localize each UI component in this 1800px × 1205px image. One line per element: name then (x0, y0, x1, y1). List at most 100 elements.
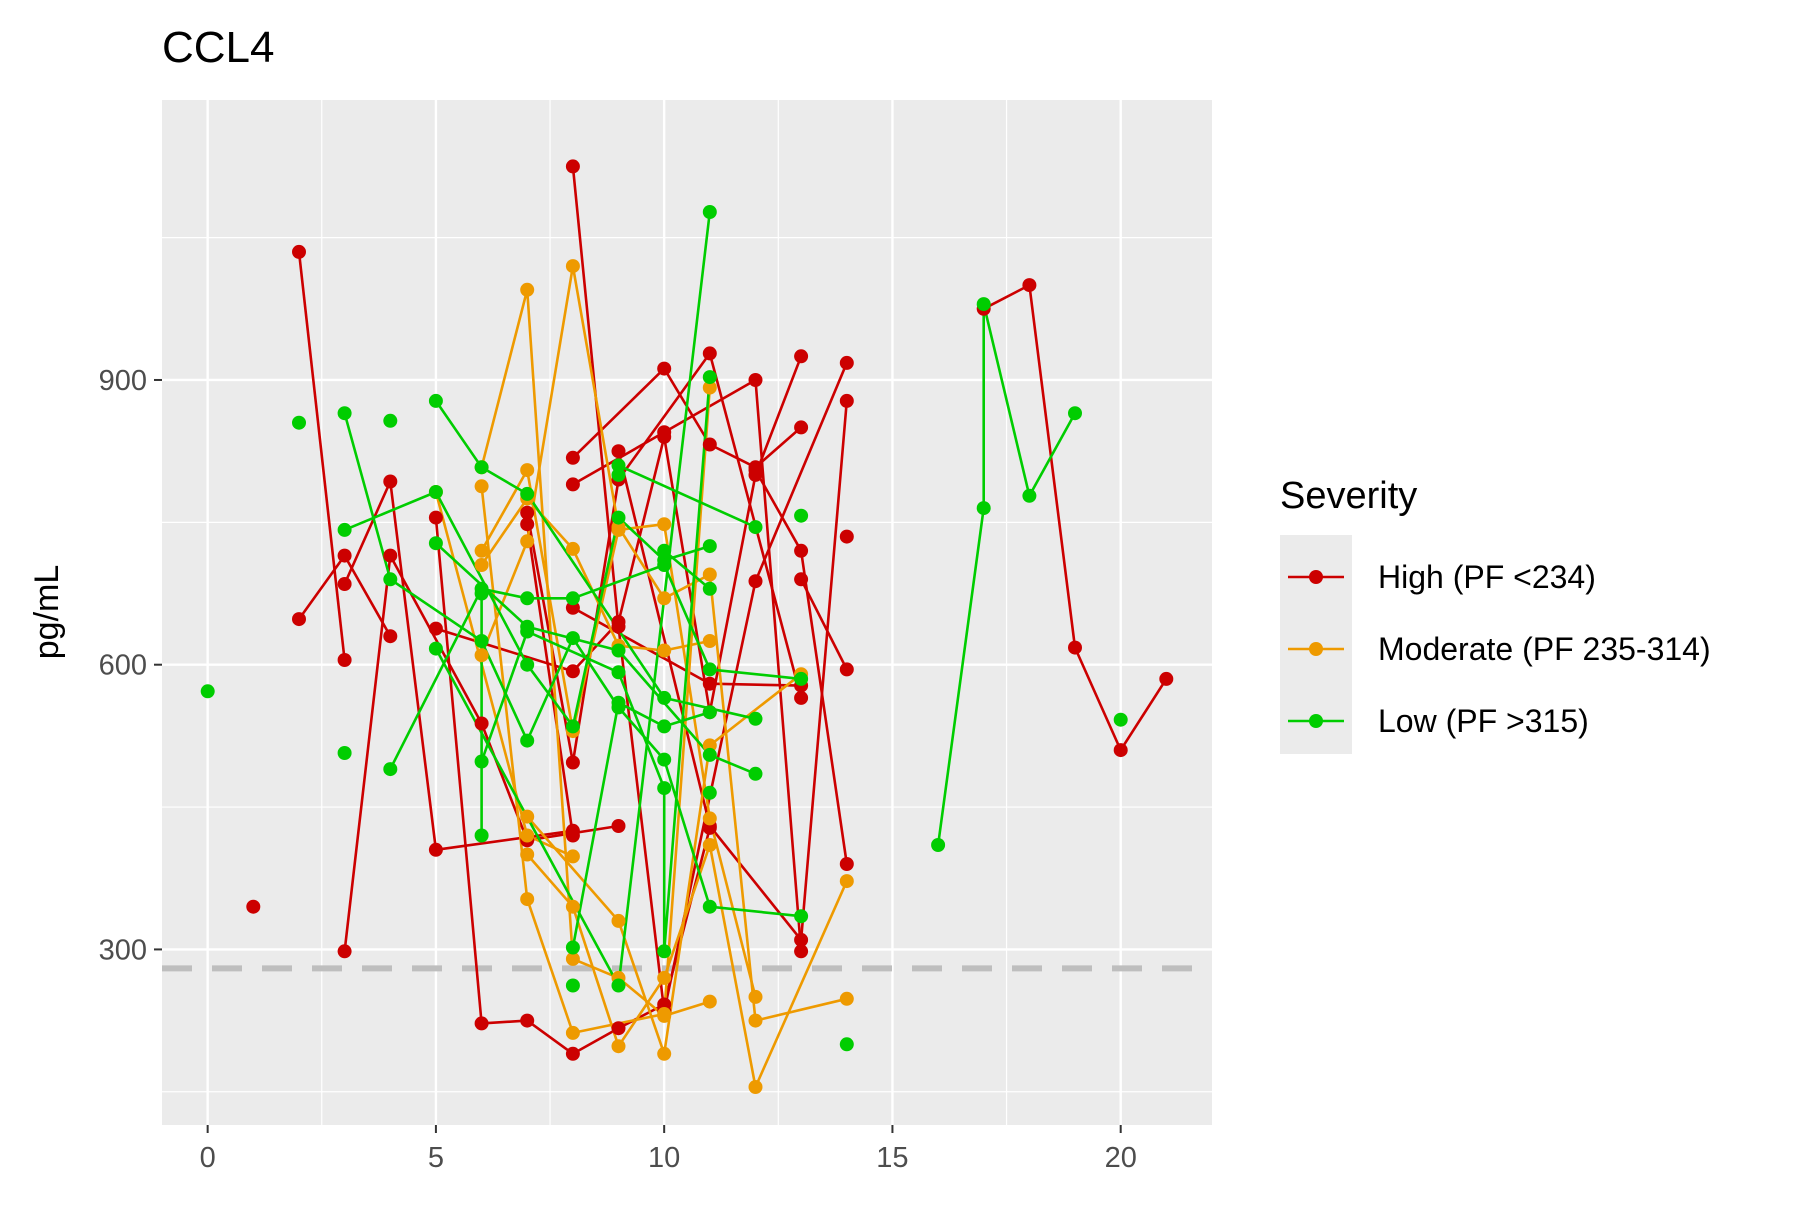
data-point-moderate (702, 811, 717, 826)
data-point-high (794, 690, 809, 705)
data-point-moderate (657, 970, 672, 985)
data-point-high (611, 444, 626, 459)
data-point-high (474, 716, 489, 731)
data-point-low (292, 415, 306, 430)
data-point-high (1022, 278, 1037, 293)
data-point-moderate (702, 380, 717, 395)
data-point-high (1068, 640, 1082, 655)
data-point-low (565, 591, 580, 606)
data-point-moderate (839, 874, 854, 889)
data-point-high (292, 612, 306, 627)
data-point-high (748, 574, 763, 589)
data-point-moderate (520, 809, 535, 824)
x-axis: 0 5 10 15 20 (200, 1125, 1137, 1174)
data-point-high (611, 819, 626, 833)
data-point-low (657, 944, 672, 959)
data-point-moderate (611, 913, 626, 928)
legend-label: High (PF <234) (1378, 559, 1596, 595)
data-point-low (1113, 712, 1128, 727)
legend-entries: High (PF <234) Moderate (PF 235-314) Low (… (1288, 559, 1711, 739)
data-point-high (565, 664, 580, 679)
data-point-high (839, 662, 854, 677)
data-point-low (702, 747, 717, 762)
series-line-high (297, 251, 346, 661)
data-point-high (565, 755, 580, 770)
series-points (200, 159, 1174, 1094)
data-point-high (383, 548, 398, 563)
series-line-low (480, 376, 712, 953)
series-line-high (343, 480, 574, 852)
data-point-moderate (565, 951, 580, 966)
legend-entry: Low (PF >315) (1288, 703, 1589, 739)
plot-panel (162, 100, 1212, 1125)
data-point-high (428, 621, 443, 636)
series-line-high (617, 400, 849, 942)
series-line-moderate (480, 288, 711, 1018)
data-point-low (337, 406, 352, 421)
data-point-high (794, 420, 809, 435)
series-line-low (571, 701, 711, 948)
data-point-low (520, 624, 535, 639)
data-point-low (337, 522, 352, 537)
series-line-low (663, 549, 711, 590)
data-point-high (565, 477, 580, 492)
data-point-moderate (565, 259, 580, 274)
y-axis-label: pg/mL (28, 565, 66, 660)
data-point-high (794, 944, 809, 959)
series-line-low (617, 464, 757, 529)
data-point-high (520, 517, 535, 532)
data-point-moderate (702, 994, 717, 1009)
data-point-moderate (520, 463, 535, 478)
data-point-high (748, 463, 763, 478)
data-point-low (794, 508, 809, 523)
data-point-moderate (657, 643, 672, 658)
data-point-high (565, 450, 580, 465)
legend-label: Moderate (PF 235-314) (1378, 631, 1711, 667)
x-tick-label: 5 (428, 1142, 444, 1174)
data-point-high (702, 437, 717, 452)
legend: Severity High (PF <234) Moderate (PF 235-… (1280, 475, 1711, 754)
data-point-low (702, 705, 717, 720)
data-point-low (657, 719, 672, 734)
data-point-high (565, 159, 580, 174)
data-point-low (1022, 488, 1037, 503)
data-point-high (337, 653, 352, 667)
data-point-low (565, 978, 580, 993)
data-point-moderate (702, 634, 717, 648)
data-point-low (611, 467, 626, 482)
data-point-high (748, 373, 763, 387)
data-point-low (428, 536, 443, 551)
data-point-moderate (611, 1039, 626, 1054)
data-point-moderate (474, 479, 489, 494)
legend-key-point (1309, 570, 1323, 584)
data-point-high (794, 543, 809, 558)
x-tick-label: 10 (648, 1142, 680, 1174)
y-tick-label: 900 (99, 365, 147, 397)
data-point-low (428, 485, 443, 499)
data-point-low (520, 657, 535, 672)
data-point-low (383, 572, 398, 587)
data-point-high (839, 857, 854, 871)
x-tick-label: 20 (1105, 1142, 1137, 1174)
data-point-high (794, 572, 809, 587)
data-point-low (931, 838, 946, 852)
data-point-moderate (565, 899, 580, 914)
data-point-high (428, 510, 443, 525)
data-point-high (1159, 671, 1174, 686)
data-point-low (520, 486, 535, 501)
series-line-high (799, 578, 848, 670)
legend-key-point (1309, 714, 1323, 728)
series-line-high (525, 524, 575, 836)
data-point-low (474, 634, 489, 648)
data-point-low (428, 641, 443, 656)
data-point-high (611, 619, 626, 634)
data-point-low (748, 711, 763, 726)
data-point-low (748, 766, 763, 781)
data-point-low (474, 828, 489, 843)
data-point-low (200, 684, 215, 699)
data-point-moderate (565, 849, 580, 864)
data-point-low (748, 520, 763, 535)
data-point-low (474, 586, 489, 601)
